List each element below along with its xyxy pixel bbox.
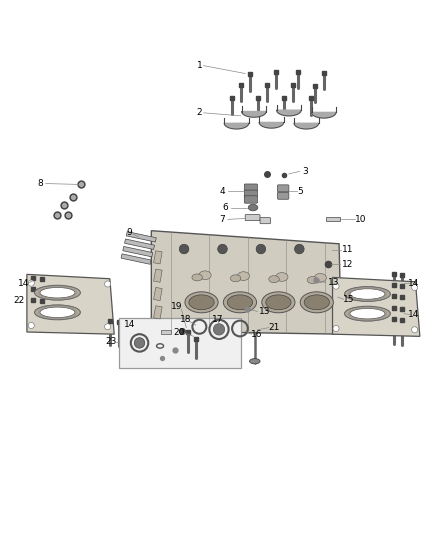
Text: 14: 14 — [18, 279, 29, 288]
Text: 8: 8 — [37, 179, 43, 188]
Polygon shape — [27, 274, 114, 334]
Ellipse shape — [250, 359, 260, 364]
Ellipse shape — [230, 275, 241, 282]
Ellipse shape — [276, 272, 288, 281]
Ellipse shape — [345, 287, 390, 302]
Ellipse shape — [40, 307, 75, 318]
Polygon shape — [224, 123, 249, 129]
Polygon shape — [154, 287, 162, 301]
Ellipse shape — [40, 287, 75, 298]
Polygon shape — [294, 123, 318, 129]
Text: 9: 9 — [127, 228, 132, 237]
Text: 6: 6 — [223, 203, 229, 212]
Ellipse shape — [189, 295, 214, 310]
Ellipse shape — [262, 292, 295, 313]
Text: 5: 5 — [297, 187, 303, 196]
Polygon shape — [242, 111, 266, 117]
Circle shape — [333, 283, 339, 289]
Circle shape — [256, 244, 266, 254]
Text: 23: 23 — [105, 337, 117, 346]
Polygon shape — [123, 246, 153, 257]
Circle shape — [28, 280, 34, 286]
Text: 19: 19 — [171, 302, 183, 311]
Polygon shape — [332, 277, 420, 336]
Text: 15: 15 — [343, 295, 355, 304]
Polygon shape — [154, 269, 162, 282]
Ellipse shape — [266, 295, 291, 310]
Ellipse shape — [314, 273, 326, 282]
Circle shape — [105, 281, 111, 287]
Circle shape — [333, 326, 339, 332]
FancyBboxPatch shape — [278, 192, 289, 199]
Text: 14: 14 — [408, 279, 419, 288]
Ellipse shape — [307, 277, 318, 284]
Polygon shape — [154, 251, 162, 264]
FancyBboxPatch shape — [244, 190, 258, 198]
Text: 1: 1 — [197, 61, 202, 70]
Circle shape — [218, 244, 227, 254]
Text: 16: 16 — [251, 330, 263, 338]
FancyBboxPatch shape — [260, 217, 271, 224]
Text: 14: 14 — [124, 320, 135, 329]
Ellipse shape — [185, 292, 218, 313]
Text: 21: 21 — [268, 323, 280, 332]
Ellipse shape — [350, 289, 385, 299]
Circle shape — [105, 324, 111, 330]
Circle shape — [179, 244, 189, 254]
Ellipse shape — [304, 295, 329, 310]
Circle shape — [28, 322, 34, 328]
Ellipse shape — [345, 306, 390, 321]
Circle shape — [412, 327, 418, 333]
Circle shape — [412, 285, 418, 290]
Polygon shape — [154, 306, 162, 319]
Polygon shape — [326, 217, 340, 221]
Ellipse shape — [248, 204, 258, 211]
FancyBboxPatch shape — [244, 184, 258, 191]
Text: 14: 14 — [408, 310, 419, 319]
Ellipse shape — [269, 276, 279, 282]
FancyBboxPatch shape — [278, 185, 289, 192]
Polygon shape — [161, 330, 170, 334]
Text: 11: 11 — [342, 245, 353, 254]
FancyBboxPatch shape — [244, 196, 258, 203]
Ellipse shape — [237, 272, 250, 280]
Polygon shape — [124, 239, 155, 249]
Circle shape — [134, 338, 145, 348]
Text: 10: 10 — [355, 215, 367, 224]
Text: 13: 13 — [328, 278, 339, 287]
Ellipse shape — [350, 309, 385, 319]
Ellipse shape — [35, 305, 81, 320]
Polygon shape — [121, 254, 151, 264]
Bar — [119, 318, 241, 368]
Text: 3: 3 — [303, 167, 308, 176]
Text: 22: 22 — [14, 296, 25, 305]
Ellipse shape — [192, 274, 202, 281]
Text: 4: 4 — [220, 187, 225, 196]
Text: 7: 7 — [219, 215, 226, 224]
Ellipse shape — [227, 295, 253, 310]
Circle shape — [294, 244, 304, 254]
Ellipse shape — [300, 292, 333, 313]
Text: 13: 13 — [259, 307, 271, 316]
Polygon shape — [126, 232, 156, 242]
Text: 18: 18 — [180, 315, 191, 324]
Ellipse shape — [199, 271, 211, 280]
Text: 20: 20 — [173, 328, 184, 337]
Polygon shape — [277, 110, 301, 116]
Polygon shape — [311, 112, 336, 118]
FancyBboxPatch shape — [245, 215, 260, 221]
Ellipse shape — [35, 285, 81, 300]
Polygon shape — [151, 231, 341, 334]
Ellipse shape — [223, 292, 257, 313]
Polygon shape — [259, 123, 284, 128]
Text: 12: 12 — [342, 260, 353, 269]
Circle shape — [213, 324, 225, 335]
Text: 17: 17 — [212, 315, 224, 324]
Text: 2: 2 — [197, 108, 202, 117]
